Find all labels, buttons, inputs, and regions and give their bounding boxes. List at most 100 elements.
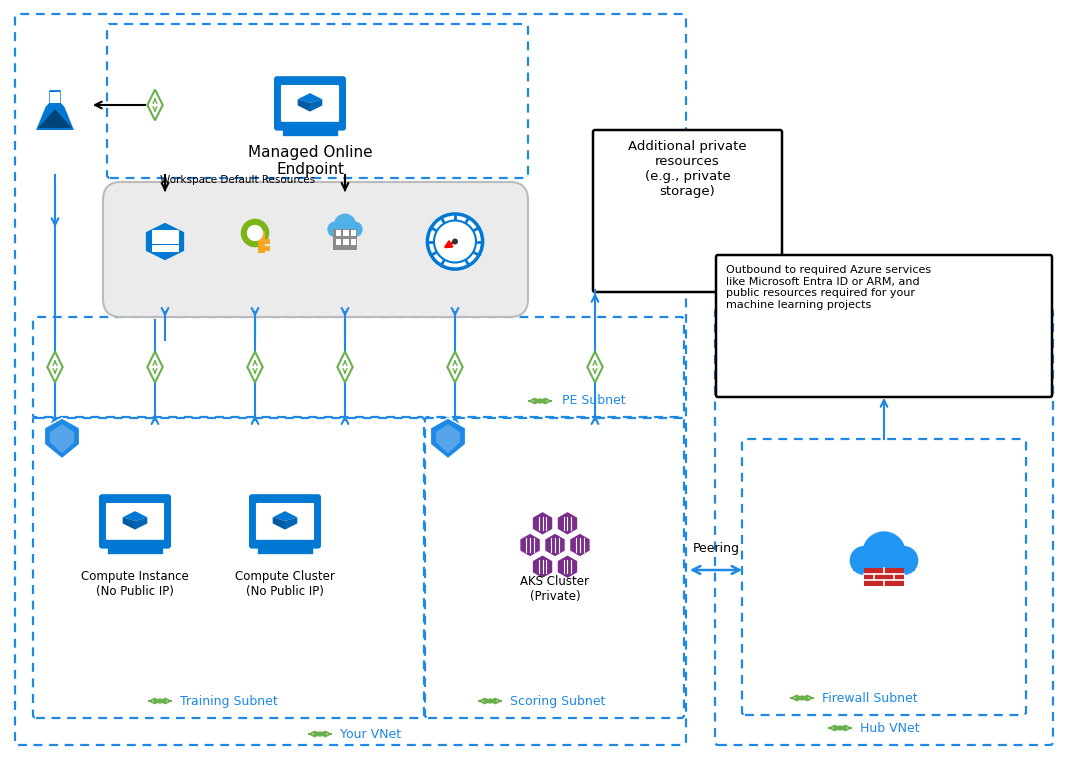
Polygon shape bbox=[310, 99, 323, 112]
FancyBboxPatch shape bbox=[106, 503, 164, 540]
Circle shape bbox=[434, 220, 476, 263]
Polygon shape bbox=[123, 511, 147, 521]
Circle shape bbox=[538, 399, 541, 403]
Text: Workspace Default Resources: Workspace Default Resources bbox=[160, 175, 315, 185]
Bar bbox=[350, 239, 356, 245]
Polygon shape bbox=[50, 424, 74, 454]
Polygon shape bbox=[45, 418, 80, 459]
Bar bbox=[333, 229, 357, 249]
Text: Outbound to required Azure services
like Microsoft Entra ID or ARM, and
public r: Outbound to required Azure services like… bbox=[726, 265, 931, 310]
Circle shape bbox=[890, 546, 918, 575]
Bar bbox=[350, 230, 356, 236]
Circle shape bbox=[862, 531, 906, 575]
Circle shape bbox=[534, 399, 538, 403]
Polygon shape bbox=[50, 92, 60, 102]
Bar bbox=[161, 237, 170, 244]
Polygon shape bbox=[285, 517, 297, 530]
Bar bbox=[171, 237, 179, 244]
Bar bbox=[161, 230, 170, 236]
Polygon shape bbox=[38, 109, 72, 128]
Circle shape bbox=[834, 726, 838, 730]
Text: Your VNet: Your VNet bbox=[340, 728, 402, 741]
Polygon shape bbox=[298, 93, 323, 103]
Polygon shape bbox=[146, 223, 184, 260]
Bar bbox=[257, 231, 265, 253]
Circle shape bbox=[804, 696, 808, 700]
Polygon shape bbox=[248, 352, 263, 383]
Text: Additional private
resources
(e.g., private
storage): Additional private resources (e.g., priv… bbox=[628, 140, 747, 198]
Text: Hub VNet: Hub VNet bbox=[860, 721, 920, 735]
Text: AKS Cluster
(Private): AKS Cluster (Private) bbox=[520, 575, 590, 603]
Text: Peering: Peering bbox=[692, 542, 739, 555]
FancyBboxPatch shape bbox=[256, 503, 314, 540]
Bar bbox=[171, 230, 179, 236]
Circle shape bbox=[492, 699, 496, 703]
Circle shape bbox=[347, 221, 363, 237]
Text: Scoring Subnet: Scoring Subnet bbox=[511, 695, 606, 708]
Polygon shape bbox=[47, 352, 63, 383]
Bar bbox=[265, 239, 270, 244]
Polygon shape bbox=[135, 517, 147, 530]
FancyBboxPatch shape bbox=[274, 76, 346, 131]
Polygon shape bbox=[436, 424, 460, 454]
FancyBboxPatch shape bbox=[103, 182, 528, 317]
Polygon shape bbox=[556, 554, 578, 579]
Polygon shape bbox=[147, 89, 162, 120]
Text: Firewall Subnet: Firewall Subnet bbox=[822, 691, 917, 705]
Polygon shape bbox=[569, 533, 591, 557]
Polygon shape bbox=[272, 511, 297, 521]
Bar bbox=[853, 551, 915, 571]
Bar bbox=[171, 245, 179, 252]
Circle shape bbox=[321, 732, 326, 736]
Text: Training Subnet: Training Subnet bbox=[180, 695, 278, 708]
Circle shape bbox=[247, 225, 263, 241]
FancyBboxPatch shape bbox=[281, 85, 339, 122]
Bar bbox=[161, 245, 170, 252]
Circle shape bbox=[154, 699, 158, 703]
Polygon shape bbox=[532, 511, 553, 535]
Circle shape bbox=[427, 214, 483, 269]
Bar bbox=[344, 239, 348, 245]
Text: PE Subnet: PE Subnet bbox=[562, 394, 626, 407]
FancyBboxPatch shape bbox=[249, 494, 321, 548]
Bar bbox=[152, 245, 160, 252]
Bar bbox=[152, 230, 160, 236]
Polygon shape bbox=[545, 533, 566, 557]
Polygon shape bbox=[337, 352, 352, 383]
Circle shape bbox=[850, 546, 879, 575]
Polygon shape bbox=[298, 99, 310, 112]
Polygon shape bbox=[430, 418, 466, 459]
Text: Compute Instance
(No Public IP): Compute Instance (No Public IP) bbox=[81, 570, 189, 598]
Bar bbox=[336, 239, 341, 245]
Polygon shape bbox=[36, 90, 74, 130]
Circle shape bbox=[328, 221, 344, 237]
Circle shape bbox=[452, 239, 458, 245]
Polygon shape bbox=[447, 352, 462, 383]
Circle shape bbox=[541, 399, 546, 403]
Circle shape bbox=[162, 699, 166, 703]
Bar bbox=[265, 246, 270, 251]
Polygon shape bbox=[556, 511, 578, 535]
Circle shape bbox=[318, 732, 321, 736]
Circle shape bbox=[800, 696, 804, 700]
Bar bbox=[336, 230, 341, 236]
Circle shape bbox=[314, 732, 318, 736]
FancyBboxPatch shape bbox=[99, 494, 171, 548]
Circle shape bbox=[842, 726, 846, 730]
FancyBboxPatch shape bbox=[593, 130, 782, 292]
Text: Compute Cluster
(No Public IP): Compute Cluster (No Public IP) bbox=[235, 570, 335, 598]
Bar bbox=[152, 237, 160, 244]
Polygon shape bbox=[272, 517, 285, 530]
Circle shape bbox=[334, 213, 357, 236]
Circle shape bbox=[796, 696, 800, 700]
Bar bbox=[329, 224, 361, 235]
Polygon shape bbox=[587, 352, 602, 383]
Text: Managed Online
Endpoint: Managed Online Endpoint bbox=[248, 145, 373, 177]
Circle shape bbox=[158, 699, 162, 703]
Bar bbox=[344, 230, 348, 236]
Polygon shape bbox=[532, 554, 553, 579]
Polygon shape bbox=[123, 517, 135, 530]
FancyBboxPatch shape bbox=[716, 255, 1052, 397]
Circle shape bbox=[484, 699, 488, 703]
Polygon shape bbox=[147, 352, 162, 383]
